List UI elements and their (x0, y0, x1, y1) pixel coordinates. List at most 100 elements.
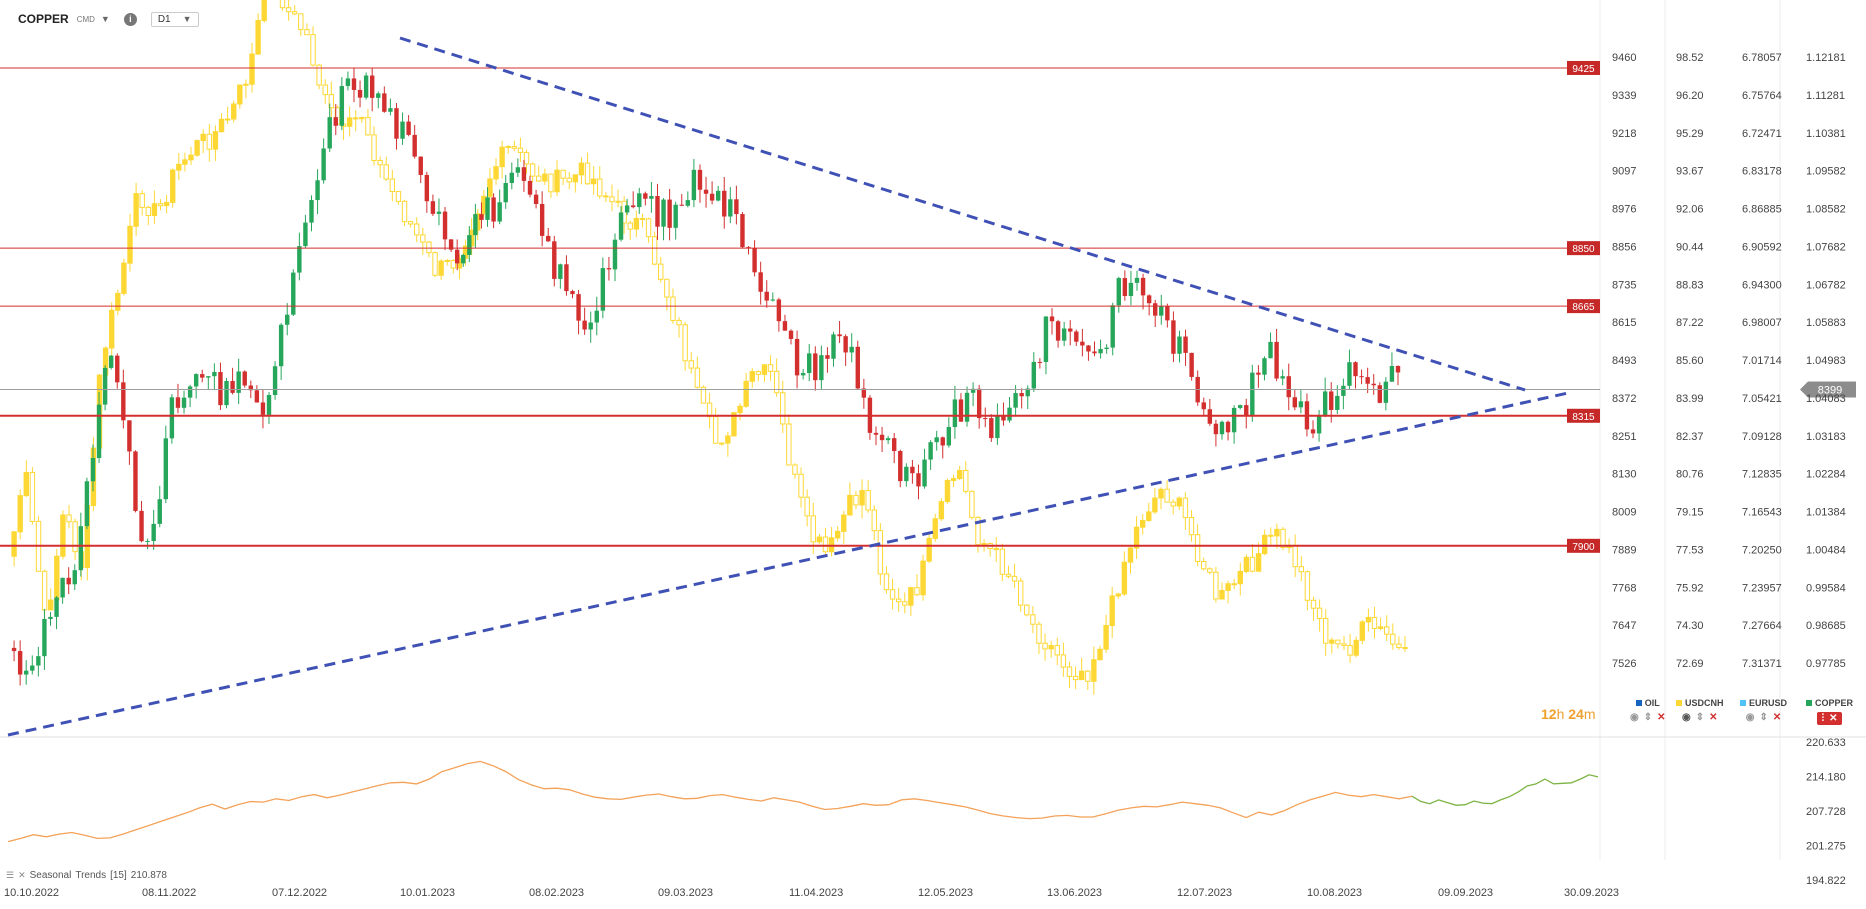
y-tick-copper: 8615 (1612, 317, 1636, 329)
y-tick-eurusd: 1.04083 (1806, 393, 1846, 405)
eye-icon[interactable]: ◉ (1682, 712, 1691, 723)
eye-icon[interactable]: ◉ (1745, 712, 1755, 723)
trendline-support[interactable] (7, 391, 1569, 737)
usdcnh-candle (633, 217, 640, 230)
candle-type-icon[interactable]: ⫶ (1821, 713, 1825, 724)
copper-candle (1001, 415, 1006, 421)
usdcnh-candle (1335, 639, 1341, 645)
chevron-down-icon[interactable]: ▼ (100, 14, 110, 24)
close-icon[interactable]: ✕ (1657, 712, 1666, 723)
copper-candle (1298, 401, 1304, 408)
symbol-name[interactable]: COPPER (18, 12, 69, 26)
seasonal-label: Seasonal (29, 870, 72, 881)
copper-candle (1292, 397, 1298, 408)
copper-candle (1389, 365, 1395, 382)
usdcnh-candle (609, 196, 615, 203)
copper-candle (1353, 362, 1358, 377)
copper-candle (187, 386, 193, 398)
legend-swatch (1740, 700, 1746, 706)
legend-eurusd[interactable]: EURUSD ◉ ⇕ ✕ (1740, 698, 1787, 723)
reorder-icon[interactable]: ⇕ (1759, 712, 1768, 723)
x-tick-label: 09.09.2023 (1438, 887, 1493, 899)
usdcnh-candle (859, 490, 865, 506)
usdcnh-candle (1347, 645, 1353, 656)
close-icon[interactable]: ✕ (1709, 712, 1718, 723)
usdcnh-candle (828, 537, 835, 553)
copper-candle (612, 239, 618, 270)
reorder-icon[interactable]: ⇕ (1643, 712, 1653, 723)
eye-icon[interactable]: ◉ (1630, 712, 1639, 723)
close-icon[interactable]: ✕ (18, 870, 26, 880)
legend-oil[interactable]: OIL ◉ ⇕ ✕ (1630, 698, 1666, 723)
close-icon[interactable]: ✕ (1772, 712, 1782, 723)
usdcnh-candle (999, 548, 1006, 575)
usdcnh-candle (1072, 675, 1079, 681)
y-tick-oil: 93.67 (1676, 166, 1704, 178)
legend-copper[interactable]: COPPER ⫶ ✕ (1806, 698, 1853, 725)
usdcnh-candle (1237, 570, 1243, 585)
usdcnh-candle (645, 218, 652, 238)
copper-candle (594, 310, 599, 323)
usdcnh-candle (908, 587, 914, 606)
usdcnh-candle (407, 221, 414, 225)
level-badge-9425[interactable] (1567, 60, 1600, 75)
copper-candle (819, 355, 824, 381)
copper-candle (983, 418, 988, 420)
copper-candle (24, 670, 29, 675)
legend-usdcnh[interactable]: USDCNH ◉ ⇕ ✕ (1676, 698, 1724, 723)
y-tick-usdcnh: 6.72471 (1742, 128, 1782, 140)
y-tick-usdcnh: 7.23957 (1742, 582, 1782, 594)
usdcnh-candle (889, 589, 896, 600)
usdcnh-candle (1329, 639, 1335, 644)
level-badge-7900[interactable] (1567, 538, 1600, 553)
seasonal-y-tick: 194.822 (1806, 875, 1846, 887)
reorder-icon[interactable]: ⇕ (1695, 712, 1705, 723)
level-badge-8665[interactable] (1567, 299, 1600, 314)
seasonal-y-tick: 220.633 (1806, 737, 1846, 749)
copper-candle (697, 169, 703, 190)
info-icon[interactable]: i (123, 12, 137, 26)
usdcnh-candle (1182, 497, 1189, 519)
indicator-settings-icon[interactable]: ☰ (6, 870, 15, 880)
close-icon[interactable]: ✕ (1829, 713, 1838, 724)
level-badge-8850[interactable] (1567, 241, 1600, 256)
x-tick-label: 08.02.2023 (529, 887, 584, 899)
usdcnh-candle (670, 296, 676, 321)
usdcnh-candle (1353, 639, 1359, 656)
usdcnh-candle (133, 193, 139, 227)
y-tick-eurusd: 0.99584 (1806, 582, 1846, 594)
copper-candle (807, 353, 812, 374)
y-tick-usdcnh: 7.31371 (1742, 658, 1782, 670)
copper-candle (406, 121, 411, 135)
copper-candle (382, 93, 387, 112)
copper-candle (206, 376, 211, 378)
usdcnh-candle (786, 423, 792, 466)
copper-candle (976, 388, 982, 419)
trendline-resistance[interactable] (399, 36, 1526, 392)
copper-candle (327, 117, 332, 149)
copper-candle (667, 199, 672, 228)
usdcnh-candle (23, 471, 30, 497)
usdcnh-candle (420, 234, 426, 243)
y-tick-oil: 90.44 (1676, 241, 1704, 253)
copper-candle (564, 264, 569, 292)
copper-candle (606, 268, 612, 270)
usdcnh-candle (590, 178, 597, 185)
copper-candle (643, 193, 648, 199)
y-tick-copper: 8009 (1612, 507, 1636, 519)
usdcnh-candle (487, 178, 493, 197)
copper-candle (1104, 347, 1109, 349)
usdcnh-candle (938, 501, 945, 520)
copper-candle (649, 196, 654, 199)
copper-candle (1074, 331, 1079, 342)
seasonal-value: 210.878 (130, 870, 167, 881)
usdcnh-candle (902, 601, 908, 606)
timeframe-select[interactable]: D1 ▼ (150, 11, 199, 27)
y-tick-copper: 8735 (1612, 279, 1636, 291)
usdcnh-candle (1078, 670, 1085, 681)
y-tick-eurusd: 1.10381 (1806, 128, 1846, 140)
usdcnh-candle (1225, 583, 1231, 591)
usdcnh-candle (1213, 571, 1219, 600)
level-badge-8315[interactable] (1567, 408, 1600, 423)
